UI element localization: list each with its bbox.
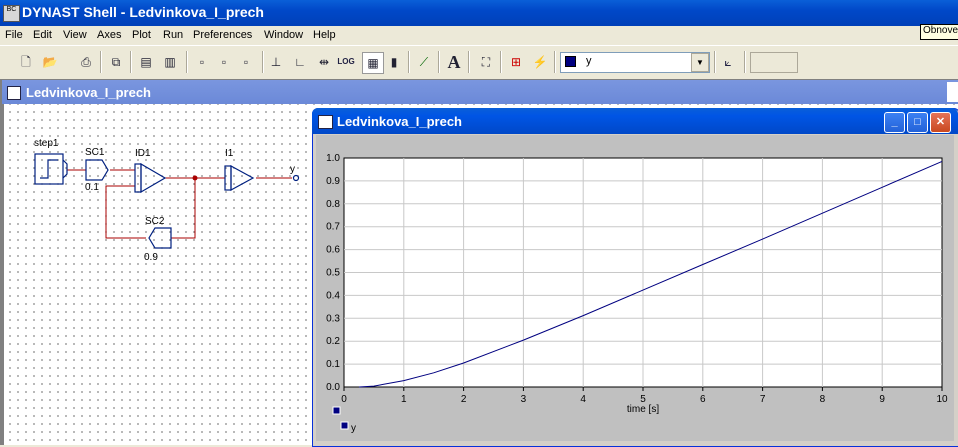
y-tick-label: 0.5 (326, 268, 340, 279)
x-tick-label: 5 (640, 394, 646, 405)
legend-label: y (351, 423, 356, 434)
x-tick-label: 4 (580, 394, 586, 405)
app-title: DYNAST Shell - Ledvinkova_I_prech (22, 4, 264, 20)
y-tick-label: 0.3 (326, 313, 340, 324)
gain-block-sc2 (148, 227, 172, 249)
sc1-label: SC1 (85, 147, 105, 158)
app-title-bar[interactable] (0, 0, 958, 26)
x-axis-label: time [s] (627, 404, 659, 415)
x-tick-label: 6 (700, 394, 706, 405)
x-tick-label: 7 (760, 394, 766, 405)
frame-icon[interactable]: ⛶ (481, 55, 491, 69)
open-folder-icon[interactable]: 📂 (42, 55, 58, 69)
y-tick-label: 0.2 (326, 336, 340, 347)
app-icon[interactable]: BC (3, 5, 20, 22)
graph-window-icon[interactable] (318, 115, 333, 129)
series-color-swatch (565, 56, 576, 67)
y-tick-label: 0.6 (326, 245, 340, 256)
menu-view[interactable]: View (63, 29, 87, 41)
value-spinner[interactable] (750, 52, 798, 73)
maximize-button[interactable]: □ (907, 112, 928, 133)
menu-axes[interactable]: Axes (97, 29, 122, 41)
bar-icon[interactable]: ▮ (390, 55, 398, 69)
y-tick-label: 0.9 (326, 176, 340, 187)
junction-dot (192, 175, 198, 181)
i1-input (224, 165, 232, 191)
x-tick-label: 0 (341, 394, 347, 405)
menu-file[interactable]: File (5, 29, 23, 41)
step-symbol (40, 159, 58, 179)
netlist-icon[interactable]: ▥ (164, 55, 176, 69)
i1-label: I1 (225, 148, 234, 159)
y-tick-label: 0.1 (326, 359, 340, 370)
legend-marker-small (332, 406, 341, 415)
x-tick-label: 2 (461, 394, 467, 405)
sc1-value: 0.1 (85, 182, 99, 193)
menu-plot[interactable]: Plot (132, 29, 151, 41)
y-tick-label: 0.4 (326, 290, 340, 301)
x-tick-label: 8 (820, 394, 826, 405)
output-label: y (290, 164, 295, 175)
chart-icon[interactable]: ⟋ (419, 55, 429, 69)
y-tick-label: 1.0 (326, 153, 340, 164)
line-chart[interactable]: 0 1 2 3 4 5 6 7 8 9 10 0.0 0.1 0.2 0.3 0.4 0.5 0.6 0.7 0.8 0… (316, 135, 954, 441)
schematic-window-icon[interactable] (7, 86, 21, 100)
new-document-icon[interactable]: 🗋 (21, 55, 31, 69)
series-select-value: y (586, 55, 592, 67)
x-tick-label: 3 (521, 394, 527, 405)
marker-icon[interactable]: ⚡ (532, 55, 548, 69)
integrator-block-i1 (230, 164, 255, 192)
step-label: step1 (34, 138, 59, 149)
schematic-window-title-bar[interactable] (2, 80, 958, 104)
text-font-icon[interactable]: A (447, 52, 461, 72)
page-prev-icon[interactable]: ▫ (199, 55, 205, 69)
menu-bar: File Edit View Axes Plot Run Preferences… (0, 26, 345, 45)
tooltip: Obnovení (920, 24, 958, 40)
sc2-label: SC2 (145, 216, 165, 227)
y-tick-label: 0.0 (326, 382, 340, 393)
graph-window-title-bar[interactable] (312, 108, 958, 134)
schematic-diagram: step1 SC1 0.1 ID1 I1 y SC2 0.9 (34, 138, 300, 263)
x-tick-label: 10 (936, 394, 948, 405)
chevron-down-icon[interactable]: ▼ (691, 53, 709, 72)
log-scale-icon[interactable]: LOG (337, 57, 355, 66)
x-tick-label: 1 (401, 394, 407, 405)
page-next-icon[interactable]: ▫ (221, 55, 227, 69)
menu-preferences[interactable]: Preferences (193, 29, 253, 41)
axis-x-icon[interactable]: ⊥ (270, 55, 282, 69)
grid-icon[interactable]: ▦ (362, 52, 384, 74)
close-button[interactable]: ✕ (930, 112, 951, 133)
id1-label: ID1 (135, 148, 151, 159)
schematic-icon[interactable]: ▤ (140, 55, 152, 69)
step-block (34, 153, 64, 185)
copy-icon[interactable]: ⧉ (111, 55, 121, 69)
legend-swatch (340, 421, 349, 430)
toolbar: 🗋 📂 ⎙ ⧉ ▤ ▥ ▫ ▫ ▫ ⊥ ∟ ⇹ LOG ▦ ▮ ⟋ A ⛶ ⊞ … (0, 45, 958, 80)
menu-run[interactable]: Run (163, 29, 184, 41)
sc2-value: 0.9 (144, 252, 158, 263)
page-icon[interactable]: ▫ (243, 55, 249, 69)
axes-icon[interactable]: ⟀ (724, 55, 732, 69)
y-tick-label: 0.7 (326, 222, 340, 233)
output-port (292, 174, 300, 182)
schematic-window-title: Ledvinkova_I_prech (26, 85, 151, 100)
minimize-button[interactable] (947, 82, 958, 102)
crosshair-icon[interactable]: ⊞ (510, 55, 522, 69)
zoom-fit-icon[interactable]: ⇹ (318, 55, 330, 69)
print-icon[interactable]: ⎙ (81, 55, 91, 69)
id1-input (134, 163, 142, 193)
x-tick-label: 9 (879, 394, 885, 405)
menu-window[interactable]: Window (264, 29, 304, 41)
gain-block-sc1 (85, 159, 109, 181)
graph-window-title: Ledvinkova_I_prech (337, 114, 462, 129)
series-line-y (358, 160, 943, 388)
integrator-block-id1 (140, 162, 167, 194)
menu-help[interactable]: Help (313, 29, 336, 41)
menu-edit[interactable]: Edit (33, 29, 52, 41)
axis-y-icon[interactable]: ∟ (294, 55, 306, 69)
minimize-button[interactable]: _ (884, 112, 905, 133)
y-tick-label: 0.8 (326, 199, 340, 210)
series-select[interactable] (560, 52, 710, 73)
